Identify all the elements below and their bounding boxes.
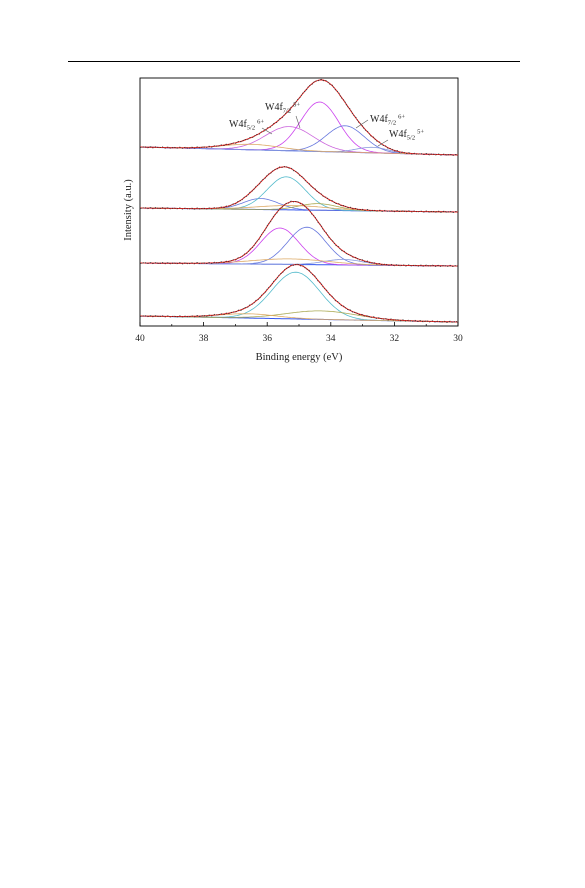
peak-leader-line xyxy=(355,119,369,129)
x-tick-label: 32 xyxy=(390,334,400,344)
envelope-line xyxy=(140,79,458,156)
peak-label: W4f5/25+ xyxy=(389,129,424,142)
component-peak-1 xyxy=(140,271,458,323)
peak-leader-line xyxy=(377,139,389,147)
peak-label: W4f5/26+ xyxy=(229,119,264,132)
raw-data-line xyxy=(139,263,459,324)
x-tick-label: 40 xyxy=(135,334,145,344)
peak-label: W4f7/25+ xyxy=(265,102,300,115)
spectrum-2 xyxy=(139,165,459,214)
spectrum-1 xyxy=(139,78,459,156)
component-peak-3 xyxy=(140,203,458,213)
page-header-rule xyxy=(68,61,520,62)
component-peak-2 xyxy=(140,176,458,213)
component-peak-2 xyxy=(140,226,458,267)
envelope-line xyxy=(140,264,458,323)
spectra-group xyxy=(139,78,459,324)
raw-data-line xyxy=(139,78,459,156)
x-tick-label: 30 xyxy=(453,334,463,344)
component-peak-1 xyxy=(140,227,458,267)
peak-leader-line xyxy=(295,115,301,129)
x-tick-label: 38 xyxy=(199,334,209,344)
x-axis-ticks: 40 38 36 34 32 30 xyxy=(135,322,463,344)
envelope-line xyxy=(140,201,458,267)
y-axis-label: Intensity (a.u.) xyxy=(123,179,134,241)
x-tick-label: 36 xyxy=(262,334,272,344)
peak-leader-line xyxy=(261,127,273,135)
x-tick-label: 34 xyxy=(326,334,336,344)
peak-label: W4f7/26+ xyxy=(370,114,405,127)
x-axis-label: Binding energy (eV) xyxy=(256,352,343,363)
spectrum-4 xyxy=(139,263,459,324)
envelope-line xyxy=(140,166,458,213)
